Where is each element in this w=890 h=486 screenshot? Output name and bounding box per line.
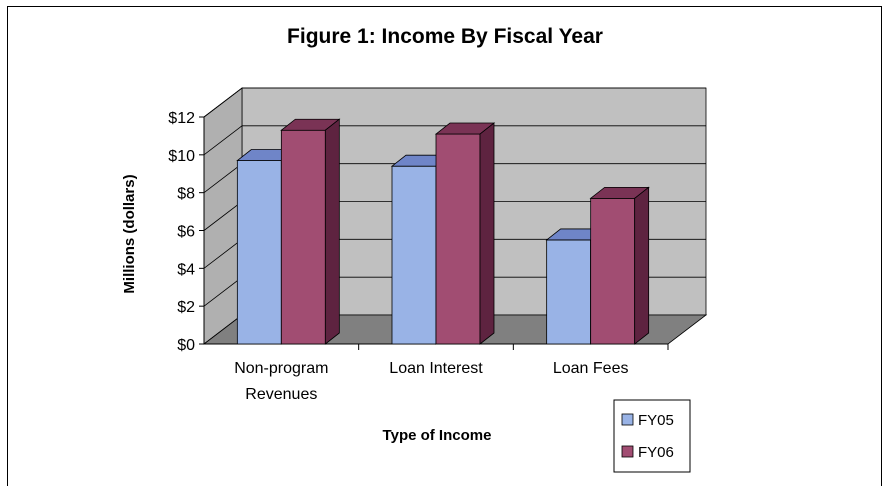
- legend-swatch: [621, 445, 634, 458]
- gridline: [203, 87, 706, 118]
- bar-front: [435, 133, 481, 345]
- x-axis-title: Type of Income: [383, 427, 492, 444]
- x-tick-labels: Non-program Revenues Loan Interest Loan Fee…: [234, 360, 628, 403]
- y-tick-label: $2: [177, 299, 195, 316]
- bar-front: [590, 197, 636, 345]
- bar-fy06-1: [434, 122, 496, 345]
- y-tick-label: $6: [177, 224, 195, 241]
- bar-front: [280, 129, 326, 345]
- y-tick-label: $4: [177, 261, 195, 278]
- y-tick-label: $0: [177, 337, 195, 354]
- bar-front: [236, 160, 282, 345]
- x-tick-label: Loan Fees: [553, 360, 629, 377]
- bar-side: [479, 122, 495, 345]
- x-tick-label: Loan Interest: [389, 360, 483, 377]
- y-tick-label: $12: [168, 110, 195, 127]
- chart-frame: [7, 6, 882, 486]
- bar-fy06-2: [589, 186, 650, 345]
- gridline: [203, 125, 706, 156]
- y-tick-labels: $0 $2 $4 $6 $8 $10 $12: [168, 110, 195, 354]
- legend-box: [613, 399, 691, 473]
- bars: [236, 118, 650, 345]
- chart-title: Figure 1: Income By Fiscal Year: [287, 25, 603, 48]
- bar-front: [546, 239, 592, 345]
- legend: FY05 FY06: [613, 399, 691, 473]
- y-tick-label: $8: [177, 186, 195, 203]
- legend-label: FY06: [638, 444, 674, 461]
- bar-side: [324, 118, 340, 345]
- bar-side: [634, 186, 650, 345]
- legend-label: FY05: [638, 412, 674, 429]
- x-tick-label: Non-program Revenues: [234, 360, 328, 403]
- y-tick-label: $10: [168, 148, 195, 165]
- bar-fy06-0: [280, 118, 341, 345]
- y-axis-title: Millions (dollars): [121, 174, 138, 293]
- bar-front: [391, 165, 437, 345]
- legend-swatch: [621, 413, 634, 426]
